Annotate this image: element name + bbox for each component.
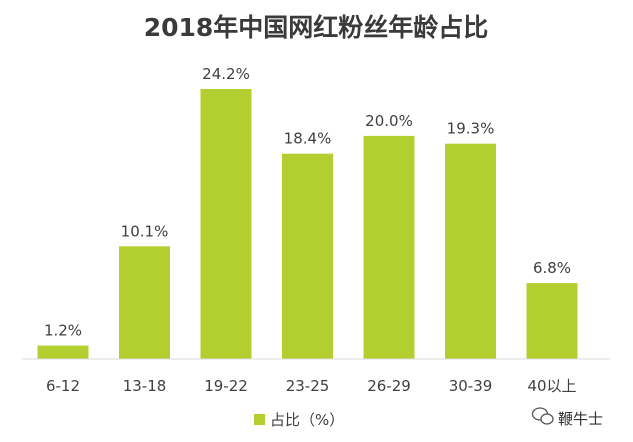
x-tick-label-23-25: 23-25 [286, 377, 330, 395]
legend-swatch [254, 414, 265, 425]
bar-19-22 [200, 89, 252, 359]
watermark: 鞭牛士 [531, 407, 603, 428]
data-label-40以上: 6.8% [533, 259, 571, 277]
x-tick-label-19-22: 19-22 [204, 377, 248, 395]
data-label-26-29: 20.0% [365, 112, 413, 130]
x-tick-label-30-39: 30-39 [449, 377, 493, 395]
data-label-6-12: 1.2% [44, 322, 82, 340]
watermark-text: 鞭牛士 [558, 410, 603, 428]
bar-23-25 [282, 153, 333, 359]
data-label-30-39: 19.3% [447, 120, 495, 138]
data-label-23-25: 18.4% [284, 130, 332, 148]
bar-26-29 [363, 135, 415, 359]
data-label-13-18: 10.1% [121, 222, 169, 240]
x-tick-label-40以上: 40以上 [527, 377, 576, 395]
x-tick-labels-group: 6-12 13-18 19-22 23-25 26-29 30-39 40以上 [46, 377, 577, 395]
x-tick-label-13-18: 13-18 [123, 377, 167, 395]
data-label-19-22: 24.2% [202, 65, 250, 83]
bar-40以上 [526, 283, 578, 359]
chart-title: 2018年中国网红粉丝年龄占比 [144, 13, 489, 42]
bar-6-12 [37, 345, 89, 359]
legend-label: 占比（%） [270, 411, 344, 429]
bar-30-39 [445, 143, 496, 359]
legend: 占比（%） [254, 411, 344, 429]
x-tick-label-26-29: 26-29 [367, 377, 411, 395]
x-tick-label-6-12: 6-12 [46, 377, 80, 395]
bars-group [37, 89, 578, 359]
wechat-icon [531, 407, 554, 425]
bar-13-18 [119, 246, 170, 359]
data-labels-group: 1.2% 10.1% 24.2% 18.4% 20.0% 19.3% 6.8% [44, 65, 571, 340]
